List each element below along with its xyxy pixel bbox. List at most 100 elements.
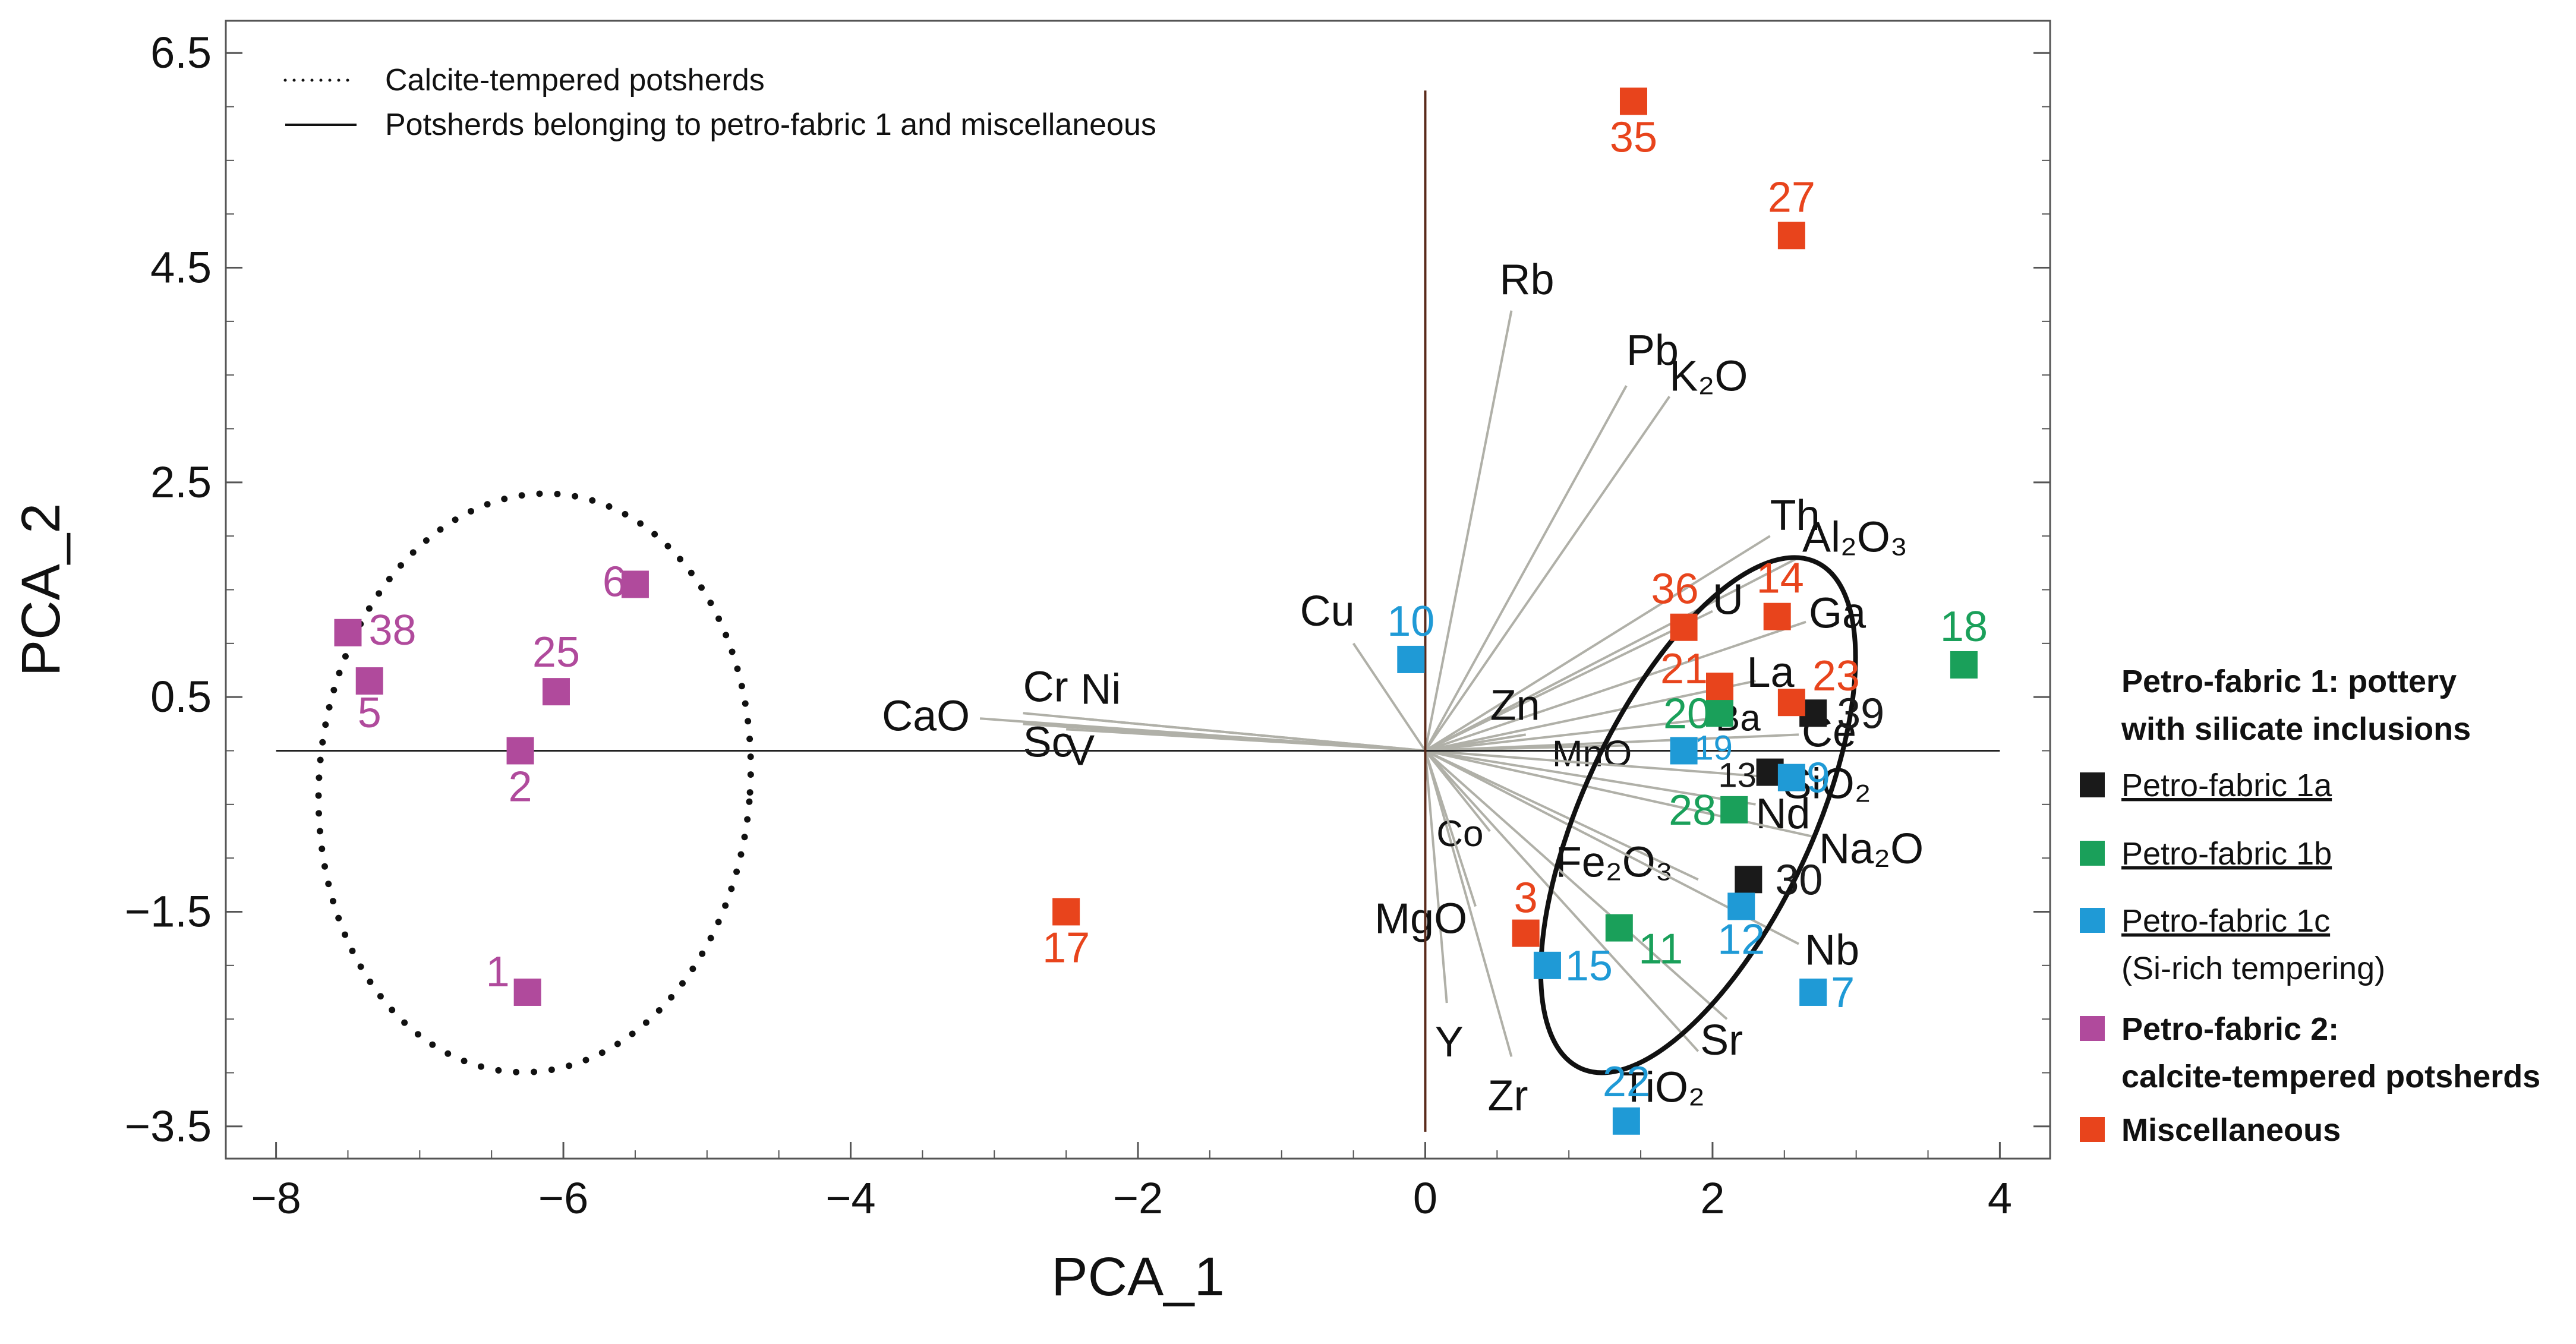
loading-label: Cr	[1023, 663, 1068, 711]
sample-label: 30	[1775, 856, 1823, 904]
ellipse-legend: Calcite-tempered potsherds Potsherds belo…	[283, 63, 1156, 142]
loading-label: K₂O	[1669, 352, 1748, 400]
sample-marker	[1799, 978, 1827, 1006]
loading-vector	[1424, 749, 1699, 881]
sample-marker	[1619, 87, 1647, 115]
loading-label: Zr	[1488, 1072, 1528, 1119]
loading-vector	[1424, 750, 1448, 1004]
loading-label: Th	[1770, 492, 1820, 540]
sample-label: 18	[1940, 603, 1988, 651]
sample-label: 23	[1812, 652, 1860, 700]
y-tick-label: −3.5	[125, 1102, 212, 1151]
loading-label: Fe₂O₃	[1556, 838, 1673, 886]
sample-label: 15	[1565, 942, 1613, 990]
loading-vector	[1352, 642, 1427, 752]
sample-label: 11	[1638, 926, 1683, 973]
loading-vector	[1425, 749, 1814, 838]
sample-label: 7	[1831, 969, 1855, 1017]
sample-marker	[1706, 673, 1734, 701]
y-tick-label: 2.5	[150, 458, 212, 507]
sample-label: 14	[1757, 555, 1804, 602]
loading-label: Pb	[1626, 327, 1679, 374]
loading-vector	[1424, 556, 1799, 752]
sample-marker	[1670, 737, 1698, 765]
sample-marker	[1720, 796, 1748, 824]
calcite-ellipse	[315, 490, 754, 1076]
loading-label: TiO₂	[1621, 1064, 1705, 1111]
loading-label: Zn	[1490, 682, 1540, 729]
legend-item-label: Petro-fabric 2:	[2121, 1011, 2339, 1047]
legend-item-label: Petro-fabric 1a	[2121, 768, 2332, 803]
sample-label: 22	[1603, 1058, 1650, 1106]
loading-vector	[1424, 620, 1806, 752]
loading-label: Cu	[1300, 588, 1355, 635]
sample-marker	[334, 619, 362, 646]
sample-label: 36	[1651, 566, 1699, 613]
loading-vector	[1425, 744, 1626, 752]
group-legend: Petro-fabric 1: pottery with silicate inc…	[2080, 664, 2540, 1148]
sample-label: 35	[1610, 113, 1657, 161]
loading-vector	[1424, 610, 1713, 752]
loading-label: Rb	[1500, 256, 1555, 304]
zero-axes	[276, 90, 2000, 1132]
sample-marker	[513, 978, 541, 1006]
sample-label: 21	[1660, 645, 1708, 693]
y-tick-label: −1.5	[125, 886, 212, 936]
group-ellipses	[315, 490, 1858, 1076]
sample-label: 38	[368, 607, 416, 654]
loading-vector	[1425, 717, 1713, 752]
loading-label: Y	[1435, 1018, 1464, 1066]
sample-marker	[542, 678, 570, 706]
loading-vector	[1425, 733, 1526, 752]
legend-swatch	[2080, 772, 2105, 797]
loading-vector	[1424, 750, 1513, 1057]
sample-label: 19	[1694, 728, 1733, 767]
y-tick-label: 6.5	[150, 28, 212, 77]
loading-vector	[1066, 728, 1426, 752]
sample-marker	[1777, 764, 1805, 791]
loading-vector	[1424, 396, 1671, 752]
y-axis-label: PCA_2	[11, 503, 71, 677]
legend-swatch	[2080, 841, 2105, 866]
legend-item-sublabel: (Si-rich tempering)	[2121, 951, 2385, 986]
loading-label: Co	[1436, 813, 1483, 854]
x-axis-label: PCA_1	[1051, 1247, 1225, 1307]
sample-marker	[1533, 951, 1561, 979]
sample-label: 12	[1717, 916, 1765, 963]
sample-marker	[1612, 1107, 1640, 1135]
sample-label: 13	[1718, 756, 1757, 795]
petro-fabric-1-ellipse	[1538, 555, 1858, 1075]
x-tick-label: 4	[1988, 1173, 2012, 1223]
sample-points: 3913301820281110199121572238562521352736…	[334, 87, 1988, 1135]
loading-vector	[1424, 750, 1491, 832]
sample-label: 9	[1806, 755, 1830, 802]
loading-vector	[1425, 680, 1756, 752]
x-tick-label: −8	[251, 1173, 301, 1223]
loading-vector	[1080, 717, 1426, 752]
legend-item-label: Miscellaneous	[2121, 1112, 2341, 1148]
loading-label: Ga	[1809, 590, 1866, 638]
x-tick-label: 2	[1700, 1173, 1724, 1223]
sample-marker	[1512, 919, 1540, 947]
loading-vector	[1424, 750, 1477, 907]
loading-vector	[1424, 749, 1728, 1020]
legend-item-label: Petro-fabric 1c	[2121, 903, 2330, 939]
sample-label: 27	[1768, 173, 1815, 221]
loading-vector	[1424, 535, 1771, 752]
sample-label: 28	[1669, 787, 1716, 834]
sample-marker	[1763, 602, 1791, 630]
x-tick-label: −2	[1113, 1173, 1163, 1223]
sample-label: 25	[532, 629, 580, 676]
loading-vector	[1425, 749, 1777, 779]
legend-header-line: with silicate inclusions	[2121, 711, 2471, 747]
loading-label: Ni	[1080, 665, 1121, 713]
sample-marker	[621, 570, 649, 598]
loading-label: Sc	[1023, 718, 1073, 766]
loading-label: Na₂O	[1819, 825, 1924, 873]
sample-marker	[1706, 699, 1734, 727]
legend-item-label: Petro-fabric 1b	[2121, 836, 2332, 872]
legend-swatch	[2080, 1117, 2105, 1142]
y-tick-label: 0.5	[150, 672, 212, 721]
